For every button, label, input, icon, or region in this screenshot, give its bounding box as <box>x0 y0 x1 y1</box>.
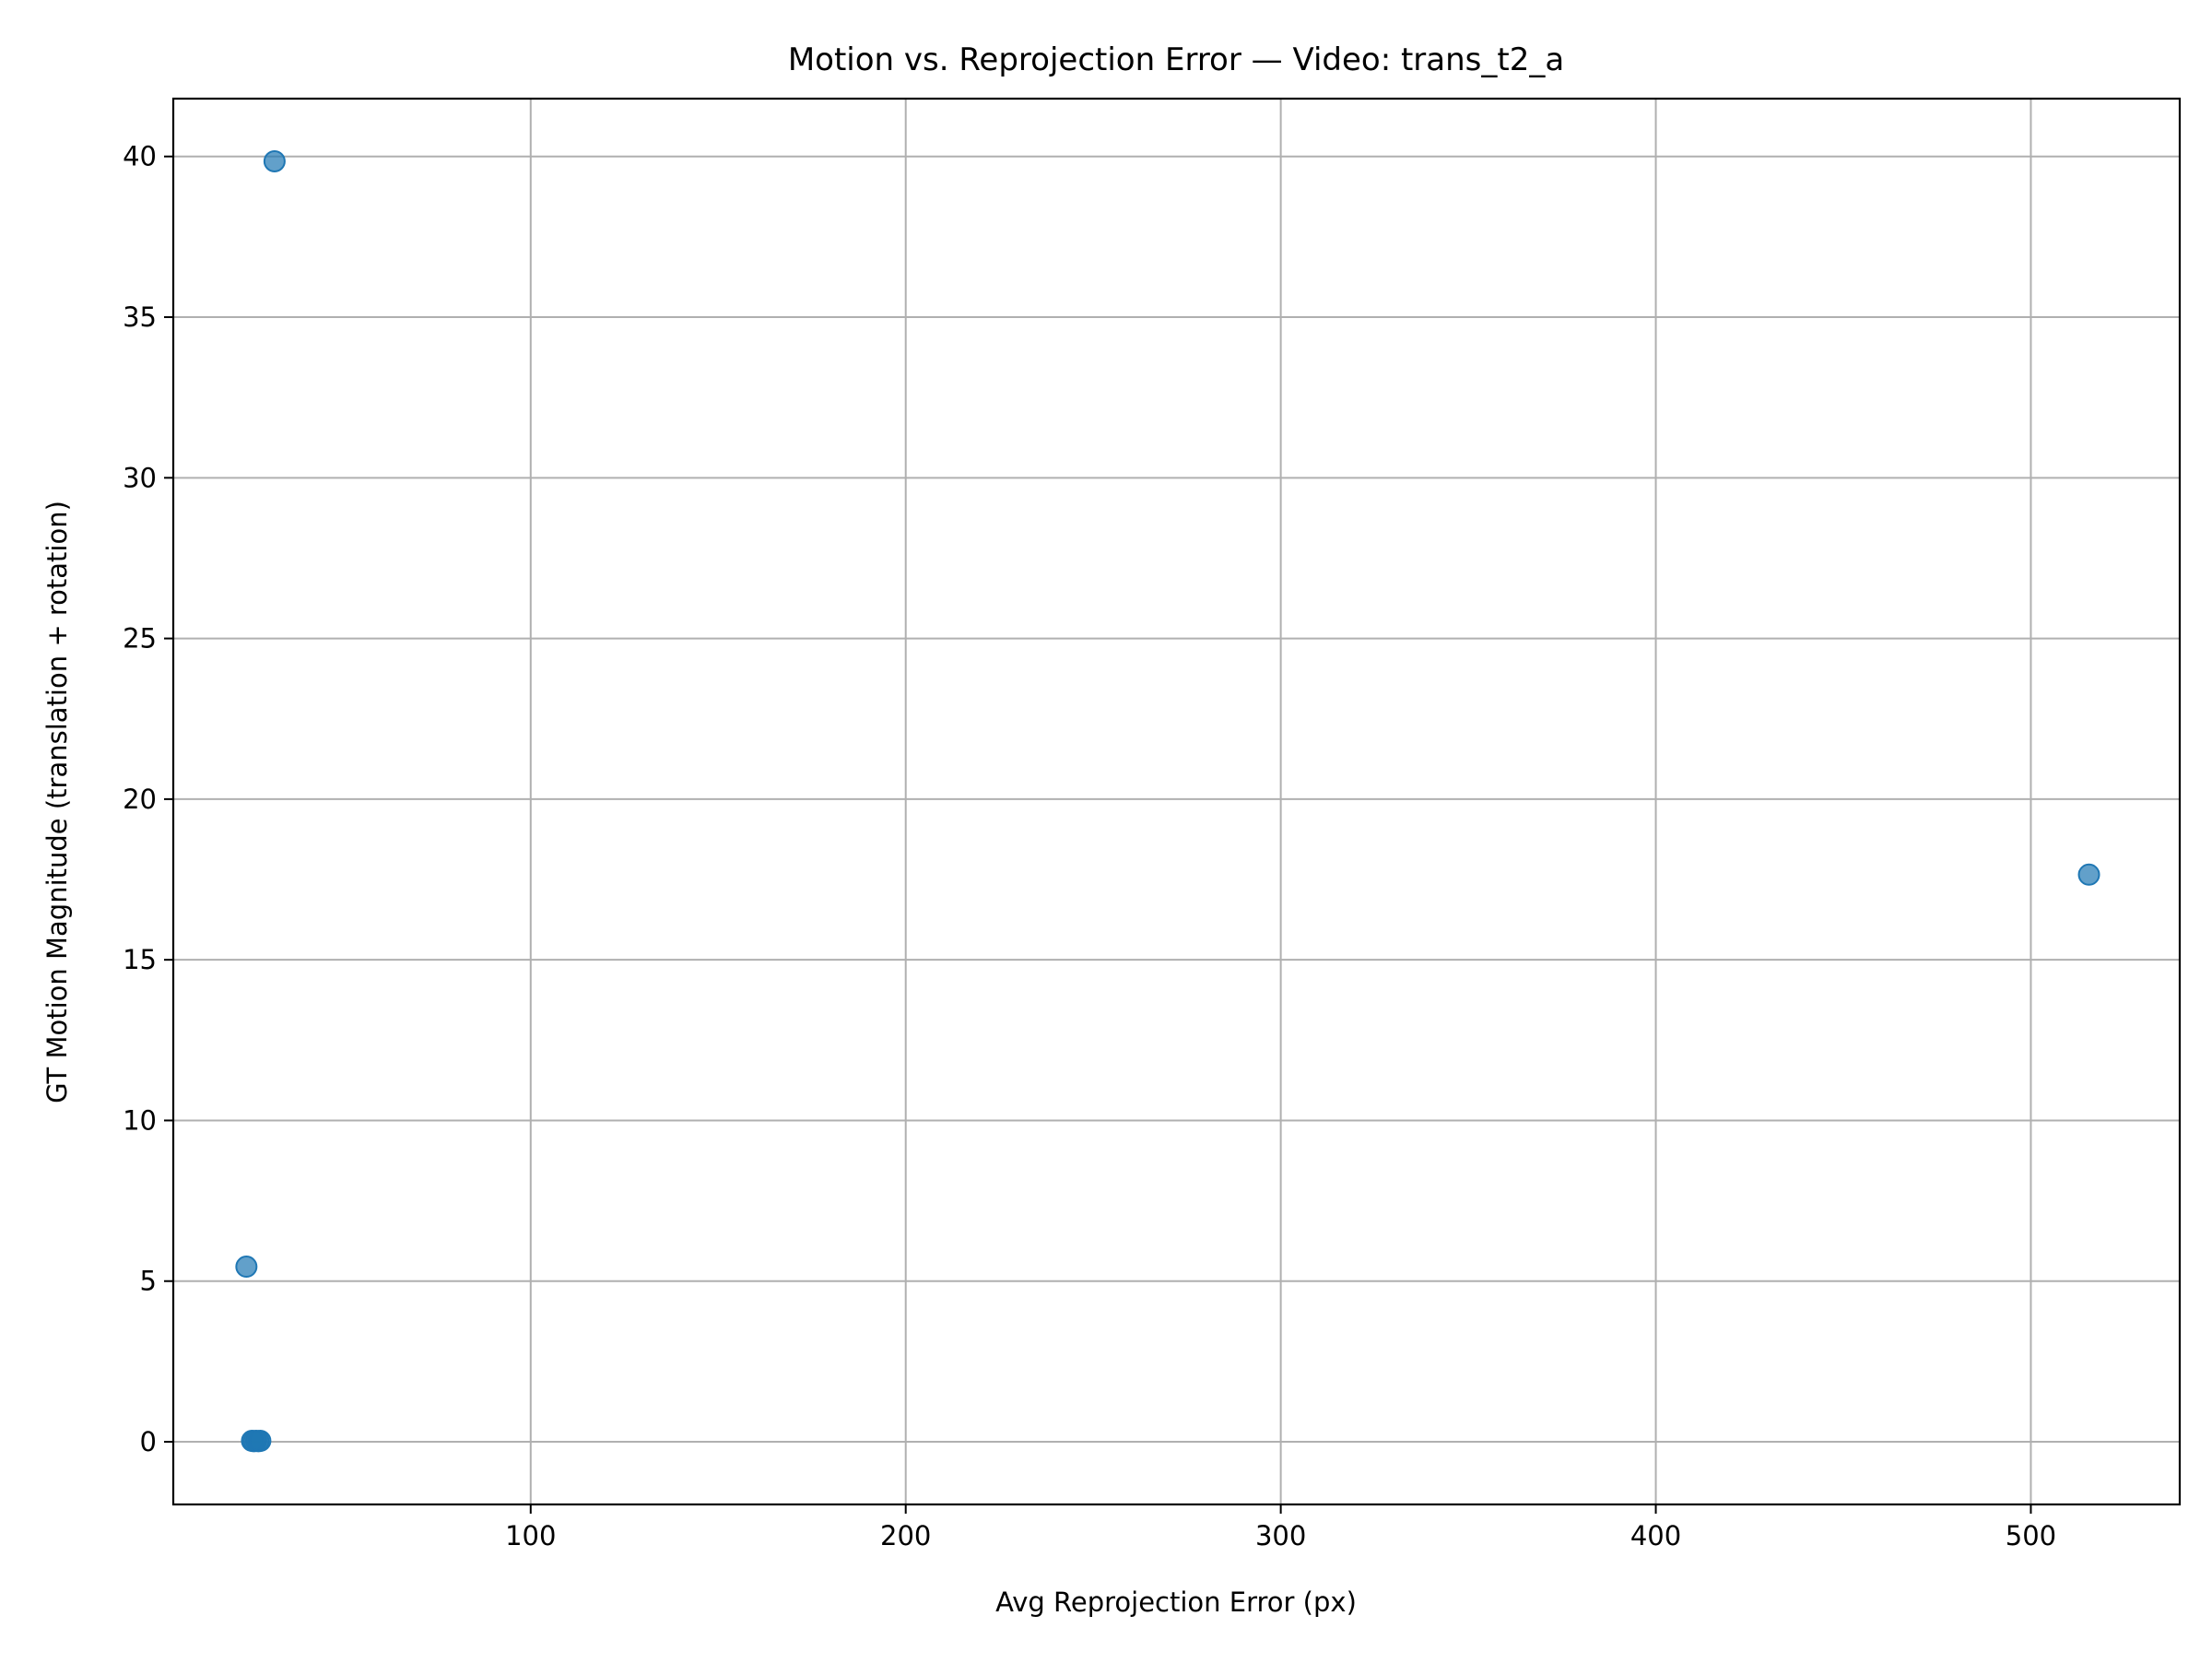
scatter-point <box>235 1256 258 1279</box>
scatter-point <box>2077 863 2100 886</box>
y-tick-label: 15 <box>123 944 157 975</box>
x-tick-label: 300 <box>1255 1520 1306 1551</box>
y-tick-label: 0 <box>140 1426 157 1457</box>
scatter-point <box>249 1429 272 1452</box>
x-axis-label: Avg Reprojection Error (px) <box>995 1586 1357 1618</box>
data-points <box>235 149 2100 1453</box>
y-tick-label: 35 <box>123 301 157 333</box>
x-tick-label: 400 <box>1630 1520 1681 1551</box>
x-tick-label: 100 <box>505 1520 556 1551</box>
x-tick-label: 500 <box>2006 1520 2056 1551</box>
y-tick-label: 30 <box>123 462 157 493</box>
y-tick-label: 40 <box>123 141 157 172</box>
y-tick-label: 20 <box>123 784 157 815</box>
y-tick-label: 10 <box>123 1104 157 1136</box>
x-tick-label: 200 <box>880 1520 931 1551</box>
axis-ticks: 100 200 300 400 500 0 5 10 15 20 25 30 35 40 <box>123 141 2056 1551</box>
chart-title: Motion vs. Reprojection Error — Video: t… <box>788 41 1564 78</box>
plot-frame <box>171 97 2182 1506</box>
y-axis-label: GT Motion Magnitude (translation + rotat… <box>41 501 73 1103</box>
grid-lines <box>173 99 2180 1504</box>
y-tick-label: 5 <box>140 1266 157 1297</box>
y-tick-label: 25 <box>123 623 157 655</box>
scatter-point <box>263 149 286 172</box>
